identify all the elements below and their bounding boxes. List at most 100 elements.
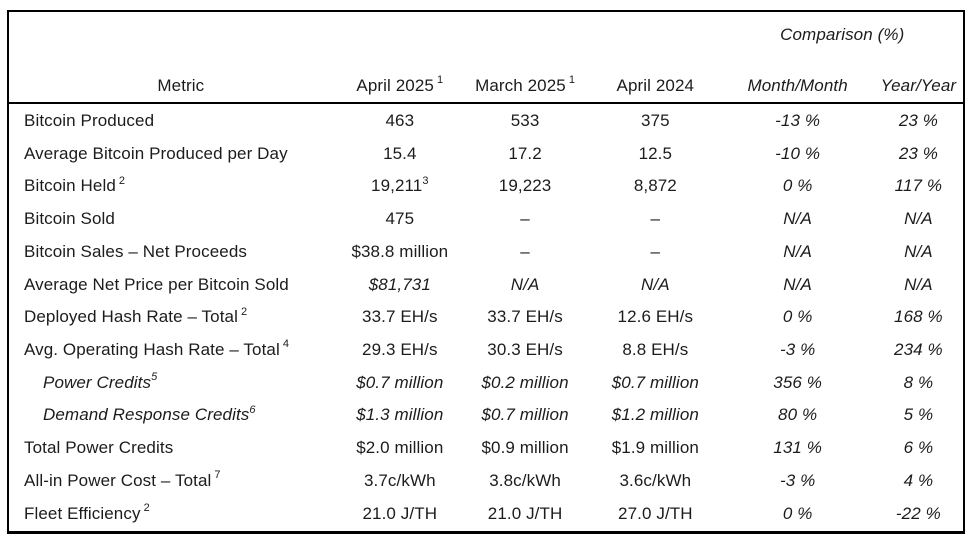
month-month-cell: -3 % bbox=[779, 470, 816, 490]
month-month-cell: -3 % bbox=[779, 340, 816, 360]
april-2025-cell: $0.7 million bbox=[356, 372, 444, 392]
metric-cell: Bitcoin Produced bbox=[24, 110, 155, 130]
april-2025-cell: 3.7c/kWh bbox=[363, 470, 436, 490]
column-header-month-month: Month/Month bbox=[721, 51, 874, 104]
year-year-cell: -22 % bbox=[895, 504, 941, 524]
april-2024-cell: 375 bbox=[641, 110, 670, 130]
april-2025-cell: $1.3 million bbox=[356, 405, 444, 425]
year-year-cell: N/A bbox=[904, 209, 933, 229]
march-2025-cell: 21.0 J/TH bbox=[487, 504, 563, 524]
column-header-march-2025: March 2025 1 bbox=[460, 51, 590, 104]
table-row: Average Net Price per Bitcoin Sold $81,73… bbox=[8, 268, 964, 301]
footnote-marker: 1 bbox=[568, 74, 576, 87]
column-header-metric: Metric bbox=[8, 51, 339, 104]
march-2025-cell: 30.3 EH/s bbox=[487, 340, 563, 360]
metric-cell: Bitcoin Sales – Net Proceeds bbox=[24, 241, 247, 261]
metric-cell: Avg. Operating Hash Rate – Total 4 bbox=[24, 338, 290, 360]
month-month-cell: N/A bbox=[783, 209, 812, 229]
table-row: Demand Response Credits6 $1.3 million $0.7… bbox=[8, 399, 964, 432]
column-header-row: Metric April 2025 1 March 2025 1 April 202… bbox=[8, 51, 964, 104]
footnote-marker: 2 bbox=[240, 305, 248, 318]
month-month-cell: 131 % bbox=[773, 438, 822, 458]
footnote-marker: 2 bbox=[143, 502, 150, 515]
month-month-cell: -10 % bbox=[775, 143, 821, 163]
april-2024-cell: N/A bbox=[641, 274, 670, 294]
table-row: Bitcoin Produced 463 533 375 -13 % 23 % bbox=[8, 103, 964, 137]
march-2025-cell: 19,223 bbox=[498, 176, 552, 196]
metric-cell: Fleet Efficiency 2 bbox=[24, 502, 150, 524]
april-2025-cell: 33.7 EH/s bbox=[362, 307, 438, 327]
month-month-cell: 0 % bbox=[782, 307, 813, 327]
april-2025-cell: 29.3 EH/s bbox=[362, 340, 438, 360]
metric-cell: Deployed Hash Rate – Total 2 bbox=[24, 305, 248, 327]
footnote-marker: 5 bbox=[151, 371, 158, 384]
year-year-cell: 234 % bbox=[894, 340, 943, 360]
metrics-table: Comparison (%) Metric April 2025 1 March … bbox=[7, 10, 965, 534]
comparison-group-header: Comparison (%) bbox=[780, 25, 905, 44]
april-2024-cell: 8,872 bbox=[633, 176, 677, 196]
april-2025-cell: 21.0 J/TH bbox=[362, 504, 438, 524]
april-2024-cell: 27.0 J/TH bbox=[618, 504, 693, 524]
metric-cell: All-in Power Cost – Total 7 bbox=[24, 469, 221, 490]
march-2025-cell: $0.9 million bbox=[481, 438, 569, 458]
year-year-cell: 117 % bbox=[894, 176, 943, 196]
table-row: Bitcoin Sold 475 – – N/A N/A bbox=[8, 203, 964, 236]
april-2025-cell: $81,731 bbox=[368, 274, 431, 294]
year-year-cell: 6 % bbox=[903, 438, 934, 458]
footnote-marker: 6 bbox=[249, 403, 256, 416]
metric-cell: Bitcoin Held 2 bbox=[24, 174, 126, 196]
footnote-marker: 2 bbox=[118, 174, 126, 187]
month-month-cell: N/A bbox=[783, 241, 812, 261]
march-2025-cell: – bbox=[520, 209, 530, 229]
metric-cell: Average Net Price per Bitcoin Sold bbox=[24, 274, 289, 294]
metric-cell: Demand Response Credits6 bbox=[43, 403, 256, 425]
month-month-cell: 0 % bbox=[782, 176, 813, 196]
table-row: Bitcoin Sales – Net Proceeds $38.8 millio… bbox=[8, 236, 964, 269]
month-month-cell: N/A bbox=[783, 274, 812, 294]
march-2025-cell: 33.7 EH/s bbox=[487, 307, 563, 327]
table-row: Deployed Hash Rate – Total 2 33.7 EH/s 33.7… bbox=[8, 301, 964, 334]
footnote-marker: 4 bbox=[282, 338, 290, 351]
march-2025-cell: N/A bbox=[510, 274, 540, 294]
table-row: Total Power Credits $2.0 million $0.9 mill… bbox=[8, 432, 964, 465]
header-spacer bbox=[8, 11, 721, 51]
comparison-group-row: Comparison (%) bbox=[8, 11, 964, 51]
april-2024-cell: – bbox=[650, 209, 661, 229]
march-2025-cell: $0.2 million bbox=[481, 372, 569, 392]
table-row: Avg. Operating Hash Rate – Total 4 29.3 EH… bbox=[8, 334, 964, 367]
column-header-april-2025: April 2025 1 bbox=[338, 51, 461, 104]
year-year-cell: N/A bbox=[904, 274, 933, 294]
april-2025-cell: 19,2113 bbox=[371, 174, 429, 196]
footnote-marker: 1 bbox=[436, 74, 444, 87]
column-header-april-2024: April 2024 bbox=[589, 51, 722, 104]
table-row: Fleet Efficiency 2 21.0 J/TH 21.0 J/TH 27.0 … bbox=[8, 497, 964, 532]
footnote-marker: 7 bbox=[214, 469, 221, 482]
metric-cell: Power Credits5 bbox=[43, 371, 158, 392]
month-month-cell: 356 % bbox=[773, 372, 822, 392]
march-2025-cell: – bbox=[520, 241, 530, 261]
april-2024-cell: $1.2 million bbox=[611, 405, 699, 425]
april-2025-cell: $38.8 million bbox=[351, 241, 449, 261]
month-month-cell: 80 % bbox=[778, 405, 818, 425]
april-2024-cell: 12.6 EH/s bbox=[617, 307, 694, 327]
metric-cell: Average Bitcoin Produced per Day bbox=[24, 143, 288, 163]
table-body: Bitcoin Produced 463 533 375 -13 % 23 % Averag… bbox=[8, 103, 964, 533]
table-row: Bitcoin Held 2 19,2113 19,223 8,872 0 % 117 % bbox=[8, 170, 964, 203]
march-2025-cell: 533 bbox=[510, 110, 540, 130]
month-month-cell: 0 % bbox=[782, 504, 813, 524]
april-2025-cell: 475 bbox=[385, 209, 415, 229]
metric-cell: Total Power Credits bbox=[24, 438, 174, 458]
april-2025-cell: 463 bbox=[385, 110, 415, 130]
march-2025-cell: 3.8c/kWh bbox=[489, 470, 561, 490]
april-2024-cell: 3.6c/kWh bbox=[619, 470, 692, 490]
year-year-cell: N/A bbox=[904, 241, 933, 261]
month-month-cell: -13 % bbox=[775, 110, 821, 130]
year-year-cell: 168 % bbox=[894, 307, 943, 327]
column-header-year-year: Year/Year bbox=[873, 51, 964, 104]
march-2025-cell: 17.2 bbox=[508, 143, 542, 163]
april-2025-cell: 15.4 bbox=[383, 143, 417, 163]
table-row: Power Credits5 $0.7 million $0.2 million $0… bbox=[8, 366, 964, 399]
april-2024-cell: $0.7 million bbox=[611, 372, 699, 392]
table-header: Comparison (%) Metric April 2025 1 March … bbox=[8, 11, 964, 104]
